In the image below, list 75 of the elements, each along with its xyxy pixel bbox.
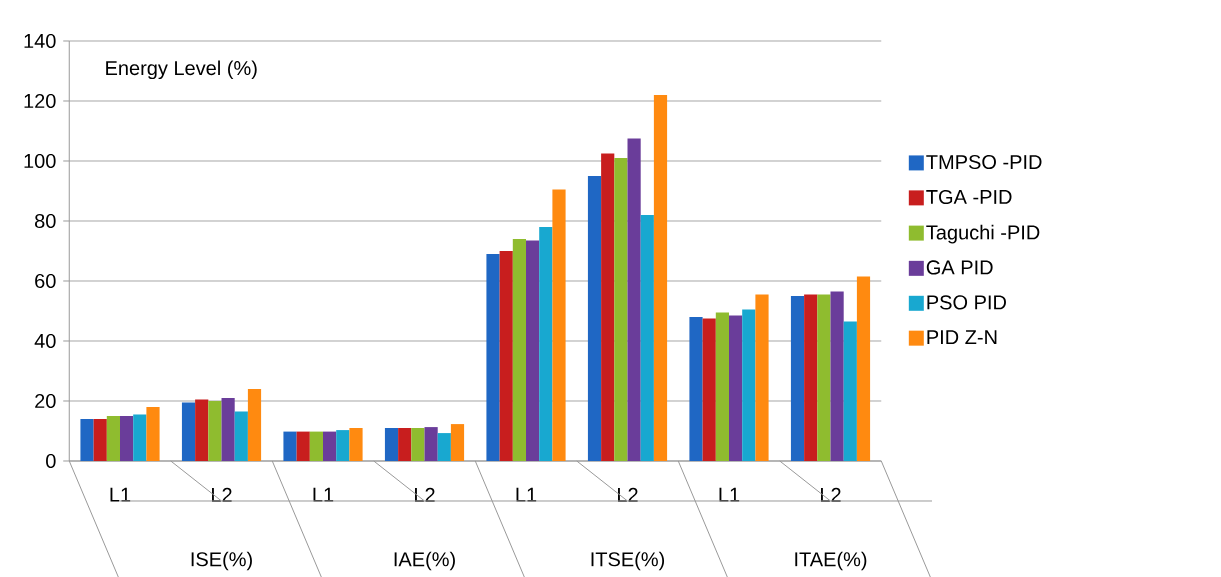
y-tick-label: 80 — [35, 213, 56, 229]
bar — [398, 427, 412, 461]
bar — [120, 415, 134, 461]
bar — [80, 418, 94, 461]
legend-label: Taguchi -PID — [926, 224, 1040, 244]
x-tick-label: L1 — [110, 487, 131, 502]
bar — [283, 431, 297, 461]
text: ITSE(%) — [591, 551, 665, 571]
bar — [742, 309, 756, 461]
bar — [411, 427, 425, 461]
y-tick-label: 120 — [24, 93, 56, 109]
bar — [323, 431, 337, 461]
bar — [133, 414, 147, 461]
bar — [221, 397, 235, 461]
bar — [587, 175, 602, 461]
bar — [424, 427, 438, 461]
y-tick-label: 0 — [46, 453, 56, 469]
bar — [640, 214, 654, 461]
bar — [817, 294, 831, 461]
bar — [106, 415, 121, 461]
bar — [146, 406, 160, 461]
y-tick-label: 100 — [24, 153, 56, 169]
y-tick-label: 60 — [35, 273, 56, 289]
x-tick-label: L1 — [516, 487, 537, 502]
bar — [830, 291, 844, 461]
text: ITAE(%) — [795, 551, 867, 571]
bar — [627, 138, 641, 461]
bar — [296, 431, 310, 461]
bar — [689, 316, 703, 461]
bar — [843, 321, 857, 461]
x-tick-label: L1 — [719, 487, 740, 502]
bar — [729, 315, 743, 461]
bar — [93, 418, 107, 461]
bar — [614, 157, 628, 461]
legend-label: TMPSO -PID — [926, 154, 1042, 170]
bar — [437, 433, 451, 461]
legend-label: GA PID — [926, 260, 993, 275]
x-tick-label: L1 — [313, 487, 334, 502]
bar — [755, 294, 769, 461]
bar — [512, 238, 527, 461]
bar — [349, 427, 363, 461]
y-tick-label: 140 — [24, 33, 56, 49]
bar — [653, 94, 668, 461]
bar — [804, 294, 818, 461]
bar — [309, 431, 324, 461]
bar — [208, 400, 222, 461]
bar — [715, 312, 730, 461]
bar — [856, 276, 871, 461]
bar — [601, 153, 615, 461]
bar — [384, 427, 399, 461]
x-tick-label: L2 — [821, 487, 841, 502]
text: ISE(%) — [191, 551, 252, 571]
bar — [450, 424, 465, 461]
bar — [486, 253, 500, 461]
bar — [702, 318, 716, 461]
bar — [526, 240, 540, 461]
bar — [336, 430, 350, 461]
text: IAE(%) — [394, 551, 455, 571]
legend-label: PSO PID — [927, 295, 1006, 310]
bar — [499, 250, 513, 461]
bar — [539, 226, 553, 461]
legend-label: TGA -PID — [926, 189, 1012, 205]
bar — [181, 402, 196, 461]
bar — [195, 399, 209, 461]
legend-label: PID Z-N — [927, 330, 997, 345]
x-tick-label: L2 — [618, 487, 638, 502]
bar — [790, 295, 805, 461]
x-tick-label: L2 — [415, 487, 435, 502]
x-tick-label: L2 — [212, 487, 232, 502]
bar — [234, 411, 248, 461]
y-tick-label: 20 — [35, 393, 56, 409]
y-tick-label: 40 — [34, 333, 56, 349]
bar — [552, 189, 566, 461]
bar — [247, 388, 262, 461]
y-axis-title: Energy Level (%) — [106, 60, 257, 80]
